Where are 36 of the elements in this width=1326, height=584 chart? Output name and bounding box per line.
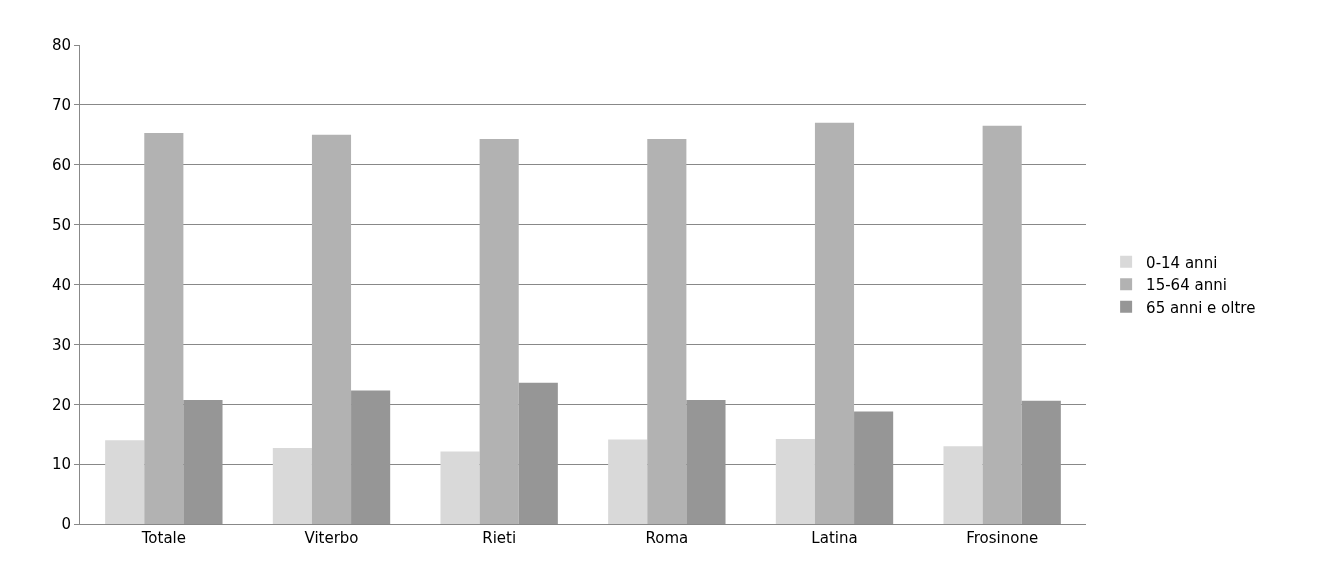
legend-label: 0-14 anni: [1146, 253, 1218, 272]
x-tick-label: Viterbo: [304, 529, 359, 547]
bar: [440, 451, 480, 524]
x-tick-label: Totale: [140, 529, 186, 547]
bar: [943, 446, 983, 524]
y-tick-label: 20: [51, 395, 71, 414]
bar: [105, 440, 145, 524]
bar: [479, 139, 519, 524]
bar: [311, 134, 352, 524]
y-tick-label: 80: [51, 36, 71, 55]
x-tick-label: Latina: [811, 529, 858, 547]
bar: [1021, 400, 1061, 524]
x-tick-label: Roma: [645, 529, 689, 547]
x-tick-label: Rieti: [482, 529, 517, 547]
bar: [814, 122, 855, 524]
y-tick-label: 60: [51, 156, 71, 174]
bar: [982, 125, 1022, 524]
y-tick-label: 50: [51, 215, 71, 234]
bar: [518, 382, 558, 524]
bar: [183, 400, 223, 524]
bar: [608, 439, 648, 524]
bar: [351, 390, 391, 524]
legend-label: 15-64 anni: [1146, 276, 1227, 295]
y-tick-label: 40: [51, 275, 71, 294]
y-tick-label: 70: [51, 96, 71, 115]
bar: [854, 411, 894, 524]
bar: [647, 139, 687, 524]
bar: [144, 133, 184, 524]
bar: [272, 447, 312, 524]
bar: [775, 438, 815, 524]
y-tick-label: 10: [51, 455, 71, 474]
legend-label: 65 anni e oltre: [1146, 298, 1256, 317]
y-tick-label: 0: [61, 515, 71, 534]
y-tick-label: 30: [51, 335, 71, 354]
x-tick-label: Frosinone: [966, 529, 1039, 547]
bar: [686, 400, 726, 524]
